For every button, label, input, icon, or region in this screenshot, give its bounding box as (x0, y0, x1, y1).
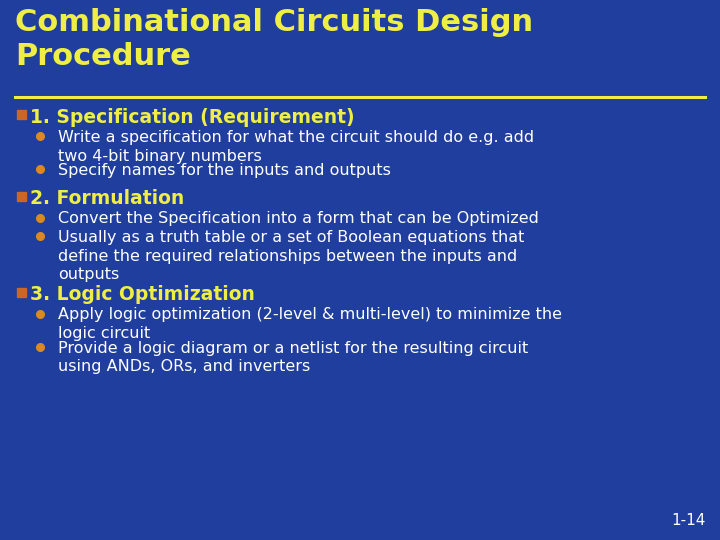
Text: Specify names for the inputs and outputs: Specify names for the inputs and outputs (58, 163, 391, 178)
Bar (17, 287, 26, 296)
Text: 1-14: 1-14 (672, 513, 706, 528)
Text: Apply logic optimization (2-level & multi-level) to minimize the
logic circuit: Apply logic optimization (2-level & mult… (58, 307, 562, 341)
Bar (17, 192, 26, 200)
Text: Convert the Specification into a form that can be Optimized: Convert the Specification into a form th… (58, 212, 539, 226)
Text: 1. Specification (Requirement): 1. Specification (Requirement) (30, 108, 355, 127)
Text: Procedure: Procedure (15, 42, 191, 71)
Text: Provide a logic diagram or a netlist for the resulting circuit
using ANDs, ORs, : Provide a logic diagram or a netlist for… (58, 341, 528, 374)
Text: Write a specification for what the circuit should do e.g. add
two 4-bit binary n: Write a specification for what the circu… (58, 130, 534, 164)
Text: 2. Formulation: 2. Formulation (30, 190, 184, 208)
Text: Usually as a truth table or a set of Boolean equations that
define the required : Usually as a truth table or a set of Boo… (58, 230, 524, 282)
Text: Combinational Circuits Design: Combinational Circuits Design (15, 8, 533, 37)
Bar (17, 110, 26, 119)
Text: 3. Logic Optimization: 3. Logic Optimization (30, 286, 255, 305)
